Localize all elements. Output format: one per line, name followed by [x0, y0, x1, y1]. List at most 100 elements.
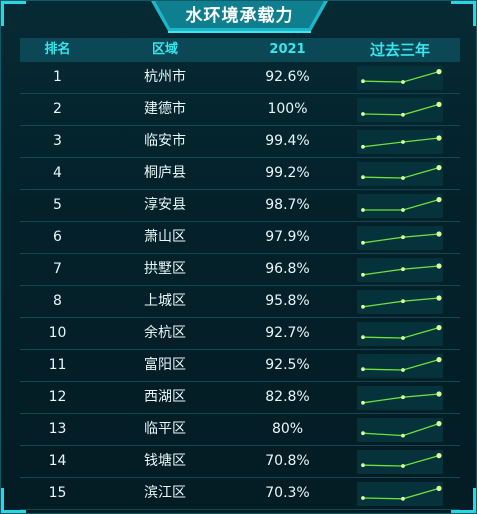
sparkline-point [361, 495, 365, 500]
sparkline-point [401, 433, 405, 437]
sparkline-point [401, 496, 405, 501]
area-cell: 拱墅区 [144, 261, 186, 277]
page-title: 水环境承载力 [185, 6, 294, 26]
sparkline-point [361, 240, 365, 245]
rank-cell: 15 [48, 485, 67, 501]
sparkline-point [436, 101, 442, 107]
trend-sparkline [357, 225, 443, 250]
value-cell: 96.8% [265, 261, 310, 277]
area-cell: 临安市 [144, 133, 186, 149]
trend-cell [340, 158, 460, 189]
area-cell: 上城区 [144, 293, 186, 309]
table-row: 15 滨江区 70.3% [20, 478, 460, 510]
sparkline-point [436, 390, 442, 397]
rank-cell: 6 [53, 229, 62, 245]
table-row: 11 富阳区 92.5% [20, 350, 460, 382]
trend-cell [340, 222, 460, 253]
area-cell: 西湖区 [144, 389, 186, 405]
sparkline-point [401, 175, 405, 180]
sparkline-point [401, 266, 405, 271]
header-rank: 排名 [44, 42, 71, 57]
corner-decoration [1, 488, 26, 513]
area-cell: 临平区 [144, 421, 186, 437]
table-row: 14 钱塘区 70.8% [20, 446, 460, 478]
sparkline-point [361, 462, 365, 467]
trend-sparkline [357, 193, 443, 218]
trend-sparkline [357, 129, 443, 154]
sparkline-point [436, 230, 442, 237]
sparkline-point [436, 196, 442, 202]
header-trend: 过去三年 [369, 41, 430, 59]
area-cell: 富阳区 [144, 357, 186, 373]
trend-cell [340, 350, 460, 381]
sparkline-point [436, 262, 442, 269]
sparkline-point [401, 335, 405, 340]
sparkline-point [436, 68, 442, 74]
trend-cell [340, 126, 460, 157]
table-row: 3 临安市 99.4% [20, 126, 460, 158]
value-cell: 98.7% [265, 197, 310, 213]
trend-cell [340, 318, 460, 349]
rank-cell: 13 [48, 421, 67, 437]
sparkline-point [361, 400, 365, 405]
sparkline-point [361, 366, 365, 371]
value-cell: 95.8% [265, 293, 310, 309]
corner-decoration [451, 1, 476, 26]
sparkline-point [361, 430, 365, 435]
rank-cell: 10 [48, 325, 67, 341]
sparkline-point [401, 207, 405, 212]
trend-sparkline [357, 449, 443, 474]
trend-sparkline [357, 97, 443, 122]
sparkline-point [361, 144, 365, 149]
table-row: 1 杭州市 92.6% [20, 62, 460, 94]
header-area: 区域 [151, 42, 178, 57]
trend-cell [340, 254, 460, 285]
area-cell: 滨江区 [144, 485, 186, 501]
table-row: 10 余杭区 92.7% [20, 318, 460, 350]
trend-cell [340, 446, 460, 477]
rank-cell: 8 [53, 293, 62, 309]
table-header: 排名 区域 2021 过去三年 [20, 38, 460, 62]
sparkline-point [361, 207, 365, 212]
sparkline-point [401, 394, 405, 399]
sparkline-point [401, 298, 405, 303]
table-row: 5 淳安县 98.7% [20, 190, 460, 222]
table-body: 1 杭州市 92.6% 2 建德市 100% 3 临安市 99.4% 4 桐庐县 99.2% 5 淳安县 9… [20, 62, 460, 510]
sparkline-point [436, 294, 442, 301]
trend-cell [340, 62, 460, 93]
table-row: 13 临平区 80% [20, 414, 460, 446]
sparkline-point [436, 134, 442, 141]
value-cell: 70.8% [265, 453, 310, 469]
area-cell: 淳安县 [144, 197, 186, 213]
sparkline-point [436, 324, 442, 330]
trend-cell [340, 94, 460, 125]
table-row: 7 拱墅区 96.8% [20, 254, 460, 286]
rank-cell: 7 [53, 261, 62, 277]
sparkline-point [401, 367, 405, 372]
value-cell: 99.2% [265, 165, 310, 181]
rank-cell: 4 [53, 165, 62, 181]
area-cell: 钱塘区 [144, 453, 186, 469]
sparkline-point [401, 139, 405, 144]
rank-cell: 2 [53, 101, 62, 117]
rank-cell: 3 [53, 133, 62, 149]
trend-sparkline [357, 257, 443, 282]
sparkline-point [436, 420, 442, 426]
rank-cell: 5 [53, 197, 62, 213]
value-cell: 70.3% [265, 485, 310, 501]
trend-cell [340, 190, 460, 221]
sparkline-point [361, 304, 365, 309]
title-tab-shape [151, 1, 328, 33]
header-year: 2021 [269, 42, 306, 57]
sparkline-point [361, 174, 365, 179]
trend-sparkline [357, 417, 443, 442]
value-cell: 92.7% [265, 325, 310, 341]
area-cell: 余杭区 [144, 325, 186, 341]
trend-sparkline [357, 161, 443, 186]
value-cell: 80% [271, 421, 304, 437]
trend-sparkline [357, 481, 443, 506]
trend-cell [340, 286, 460, 317]
trend-sparkline [357, 385, 443, 410]
trend-cell [340, 414, 460, 445]
sparkline-point [361, 334, 365, 339]
